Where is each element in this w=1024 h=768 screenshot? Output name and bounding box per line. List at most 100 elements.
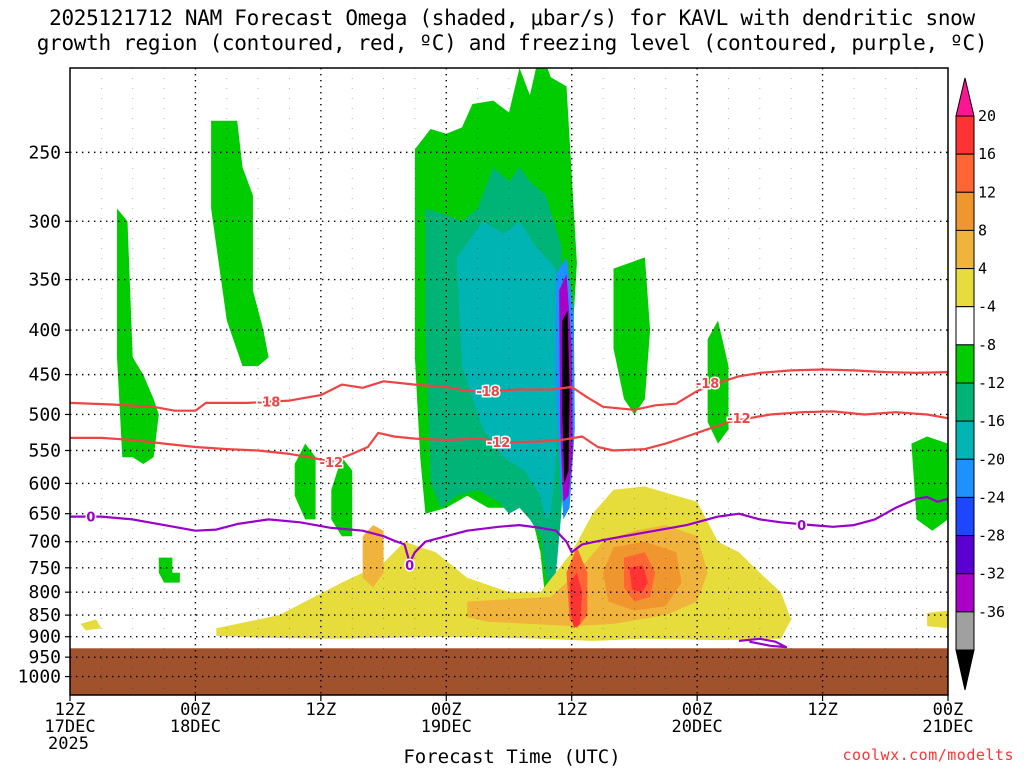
plot-frame bbox=[69, 67, 949, 696]
x-tick-label-0-1: 17DEC bbox=[44, 717, 95, 737]
temperature-contours: -18 -18 -18 -12 -12 -12 0 0 0 bbox=[70, 368, 948, 649]
omega-region-14 bbox=[80, 619, 102, 631]
y-tick-label-650: 650 bbox=[28, 504, 61, 525]
colorbar-segment-4 bbox=[955, 229, 975, 270]
colorbar-segment-2 bbox=[955, 153, 975, 193]
colorbar-segment-6 bbox=[955, 306, 975, 346]
y-tick-label-850: 850 bbox=[28, 605, 61, 626]
frame-rect bbox=[69, 67, 949, 696]
x-tick-label-0-0: 12Z bbox=[55, 700, 86, 720]
colorbar-segment-8 bbox=[955, 382, 975, 422]
contour-label-0-0: -18 bbox=[257, 395, 281, 410]
colorbar-segment-10 bbox=[955, 458, 975, 498]
omega-region-23 bbox=[629, 565, 648, 593]
contour-label-0-2: -18 bbox=[696, 377, 720, 392]
omega-region-12 bbox=[911, 436, 948, 531]
x-tick-label-84-0: 00Z bbox=[933, 700, 964, 720]
colorbar-segment-9 bbox=[955, 420, 975, 460]
omega-region-2 bbox=[456, 221, 562, 520]
x-tick-label-60-0: 00Z bbox=[682, 700, 713, 720]
chart-title-line1: 2025121712 NAM Forecast Omega (shaded, μ… bbox=[49, 6, 975, 30]
grid-lines bbox=[70, 68, 948, 695]
contour-label-2-2: 0 bbox=[797, 519, 806, 534]
ground-fill bbox=[70, 648, 948, 695]
colorbar-segment-3 bbox=[955, 191, 975, 231]
x-tick-label-24-0: 12Z bbox=[305, 700, 336, 720]
contour-label-2-1: 0 bbox=[405, 559, 414, 574]
colorbar-top-arrow bbox=[955, 77, 975, 117]
colorbar-segment-5 bbox=[955, 268, 975, 308]
colorbar-label-8: -16 bbox=[978, 412, 1005, 430]
colorbar-label-1: 16 bbox=[978, 145, 996, 163]
x-axis-label: Forecast Time (UTC) bbox=[403, 746, 621, 768]
omega-region-8 bbox=[294, 443, 316, 520]
y-tick-label-400: 400 bbox=[28, 320, 61, 341]
contour-label-2-0: 0 bbox=[86, 511, 95, 526]
y-axis-pressure-ticks: 2503003504004505005506006507007508008509… bbox=[18, 142, 70, 688]
y-tick-label-350: 350 bbox=[28, 270, 61, 291]
y-tick-label-550: 550 bbox=[28, 441, 61, 462]
colorbar-label-5: -4 bbox=[978, 298, 996, 316]
x-tick-label-60-1: 20DEC bbox=[672, 717, 723, 737]
omega-region-17 bbox=[362, 525, 384, 588]
omega-region-7 bbox=[211, 120, 269, 367]
y-tick-label-1000: 1000 bbox=[18, 667, 61, 688]
omega-region-13 bbox=[158, 557, 180, 583]
omega-region-22 bbox=[569, 572, 583, 629]
colorbar-label-13: -36 bbox=[978, 603, 1005, 621]
contour-label-0-1: -18 bbox=[476, 385, 500, 400]
y-tick-label-500: 500 bbox=[28, 404, 61, 425]
y-tick-label-450: 450 bbox=[28, 365, 61, 386]
colorbar-label-12: -32 bbox=[978, 565, 1005, 583]
x-tick-label-12-0: 00Z bbox=[180, 700, 211, 720]
y-tick-label-800: 800 bbox=[28, 582, 61, 603]
contour--12-1 bbox=[70, 410, 948, 464]
chart-title-line2: growth region (contoured, red, ºC) and f… bbox=[36, 31, 988, 55]
contour-label-1-1: -12 bbox=[487, 436, 511, 451]
colorbar-label-10: -24 bbox=[978, 488, 1005, 506]
contour-0-3 bbox=[738, 637, 788, 649]
y-tick-label-750: 750 bbox=[28, 558, 61, 579]
colorbar-label-4: 4 bbox=[978, 260, 987, 278]
y-tick-label-950: 950 bbox=[28, 647, 61, 668]
colorbar-label-11: -28 bbox=[978, 527, 1005, 545]
contour-label-1-0: -12 bbox=[320, 456, 344, 471]
colorbar-segment-14 bbox=[955, 611, 975, 651]
omega-region-6 bbox=[117, 208, 159, 464]
colorbar-segment-12 bbox=[955, 535, 975, 575]
x-tick-label-84-1: 21DEC bbox=[922, 717, 973, 737]
y-tick-label-700: 700 bbox=[28, 532, 61, 553]
omega-region-16 bbox=[927, 610, 948, 629]
y-tick-label-600: 600 bbox=[28, 473, 61, 494]
omega-colorbar: 20 16 12 8 4 -4 -8 -12 -16 -20 -24 -28 -32 -36 bbox=[955, 77, 1005, 691]
colorbar-label-6: -8 bbox=[978, 336, 996, 354]
colorbar-segment-13 bbox=[955, 573, 975, 613]
colorbar-label-2: 12 bbox=[978, 183, 996, 201]
colorbar-segment-11 bbox=[955, 496, 975, 537]
colorbar-label-0: 20 bbox=[978, 107, 996, 125]
colorbar-bottom-arrow bbox=[955, 649, 975, 691]
x-tick-label-36-1: 19DEC bbox=[421, 717, 472, 737]
colorbar-label-3: 8 bbox=[978, 221, 987, 239]
contour-0-2 bbox=[70, 495, 948, 564]
colorbar-label-9: -20 bbox=[978, 450, 1005, 468]
source-credit: coolwx.com/modelts bbox=[842, 746, 1014, 764]
y-tick-label-900: 900 bbox=[28, 627, 61, 648]
colorbar-label-7: -12 bbox=[978, 374, 1005, 392]
ground-below-surface bbox=[70, 648, 948, 695]
x-tick-label-0-2: 2025 bbox=[48, 734, 89, 754]
contour-label-1-2: -12 bbox=[727, 412, 751, 427]
colorbar-segment-7 bbox=[955, 344, 975, 384]
omega-shaded-regions bbox=[80, 68, 948, 641]
x-tick-label-36-0: 00Z bbox=[431, 700, 462, 720]
y-tick-label-300: 300 bbox=[28, 211, 61, 232]
x-tick-label-72-0: 12Z bbox=[807, 700, 838, 720]
colorbar-segment-1 bbox=[955, 115, 975, 155]
omega-region-9 bbox=[331, 457, 353, 537]
y-tick-label-250: 250 bbox=[28, 142, 61, 163]
x-tick-label-12-1: 18DEC bbox=[170, 717, 221, 737]
x-tick-label-48-0: 12Z bbox=[556, 700, 587, 720]
contour--18-0 bbox=[70, 368, 948, 412]
